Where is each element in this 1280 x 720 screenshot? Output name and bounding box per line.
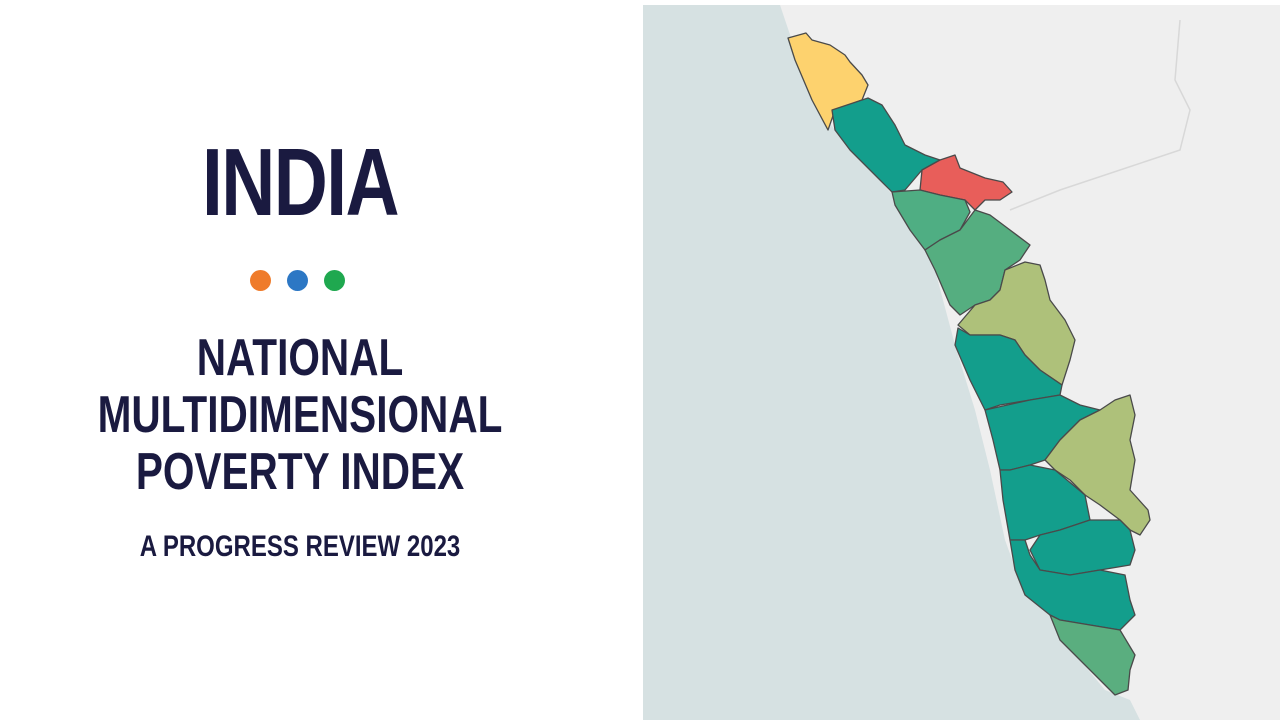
report-title: NATIONAL MULTIDIMENSIONAL POVERTY INDEX	[66, 330, 534, 501]
cover-text-panel: INDIA NATIONAL MULTIDIMENSIONAL POVERTY …	[66, 129, 534, 564]
district-map	[643, 5, 1280, 720]
report-title-line: POVERTY INDEX	[135, 443, 465, 501]
blue-dot	[287, 270, 308, 291]
district[interactable]	[1009, 539, 1136, 631]
country-title: INDIA	[201, 129, 400, 236]
green-dot	[324, 270, 345, 291]
state-border	[1009, 19, 1191, 211]
map-svg	[643, 5, 1280, 720]
report-subtitle: A PROGRESS REVIEW 2023	[139, 530, 461, 563]
district[interactable]	[787, 32, 869, 131]
district[interactable]	[954, 327, 1063, 411]
orange-dot	[250, 270, 271, 291]
district[interactable]	[1049, 614, 1136, 696]
color-dots	[250, 270, 345, 291]
report-title-line: MULTIDIMENSIONAL	[97, 386, 503, 444]
district[interactable]	[1044, 394, 1151, 536]
report-title-line: NATIONAL	[196, 329, 404, 387]
